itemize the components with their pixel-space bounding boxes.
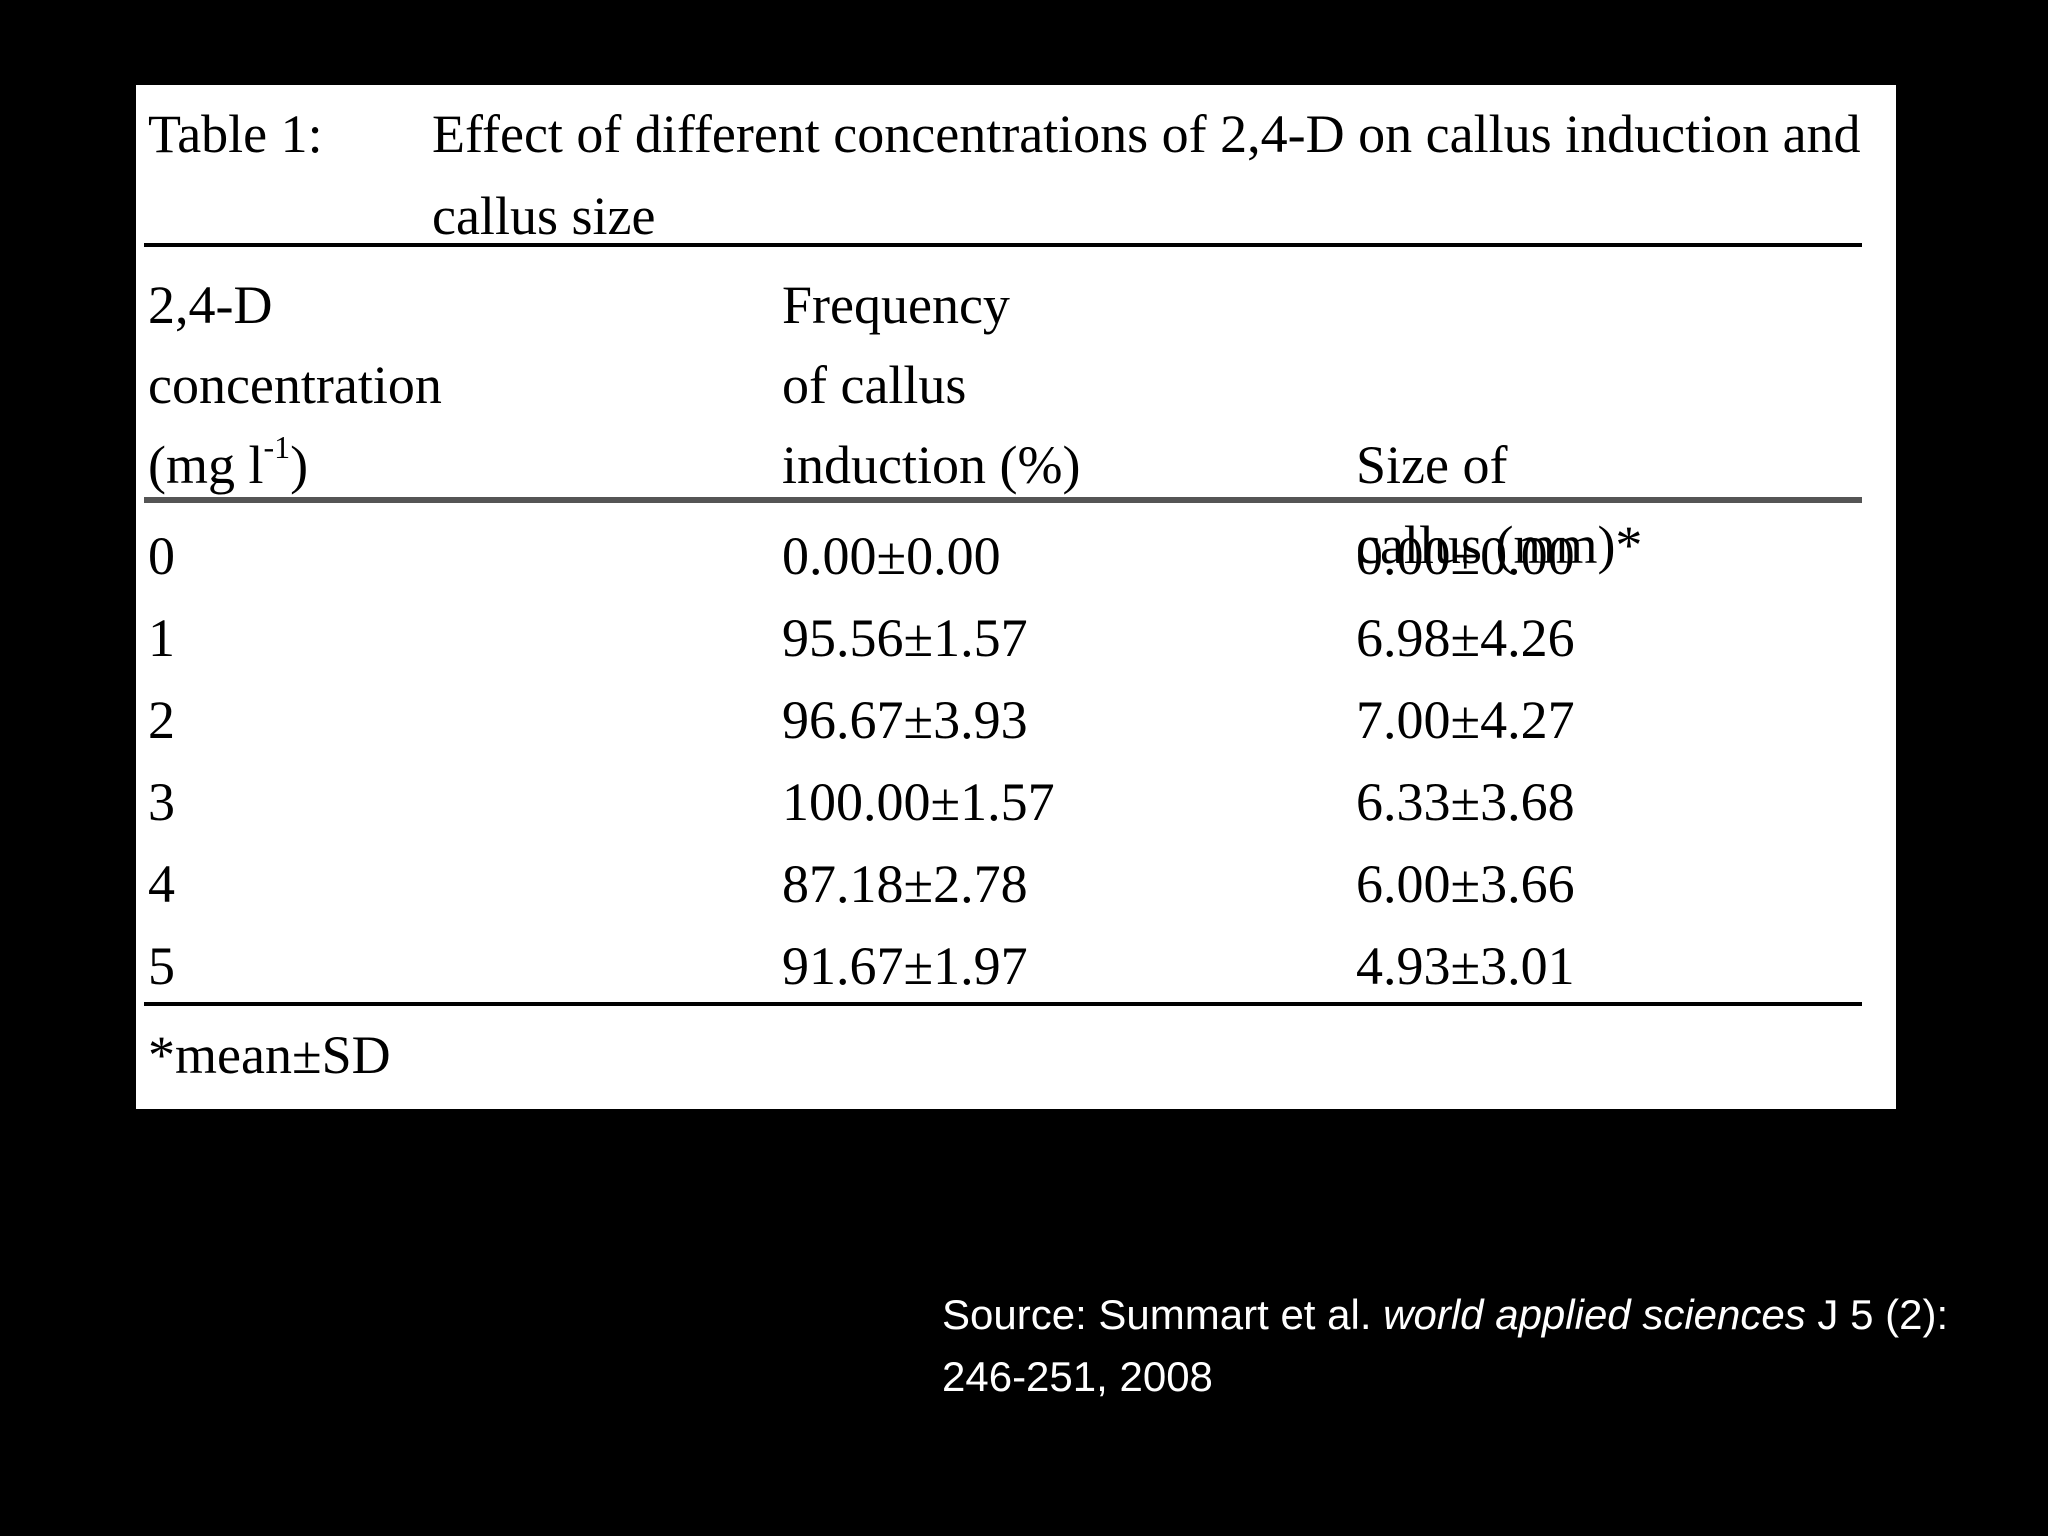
table-row: 5 91.67±1.97 4.93±3.01 bbox=[136, 925, 1896, 1007]
header-concentration: 2,4-D concentration (mg l-1) bbox=[148, 265, 442, 505]
cell-size: 6.00±3.66 bbox=[1356, 854, 1575, 914]
cell-size: 7.00±4.27 bbox=[1356, 690, 1575, 750]
header-frequency: Frequency of callus induction (%) bbox=[782, 265, 1080, 505]
header-size: Size of callus (mm)* bbox=[1356, 425, 1642, 585]
bottom-rule bbox=[144, 1002, 1862, 1006]
unit-exponent: -1 bbox=[263, 429, 291, 465]
header-size-line-1: Size of bbox=[1356, 435, 1508, 495]
header-rule bbox=[144, 497, 1862, 503]
table-label: Table 1: bbox=[148, 104, 323, 164]
top-rule bbox=[144, 243, 1862, 247]
table-row: 4 87.18±2.78 6.00±3.66 bbox=[136, 843, 1896, 925]
cell-frequency: 96.67±3.93 bbox=[782, 690, 1028, 750]
header-concentration-line-2: concentration bbox=[148, 355, 442, 415]
unit-text: (mg l bbox=[148, 435, 264, 495]
table-title: Effect of different concentrations of 2,… bbox=[432, 104, 1861, 246]
source-suffix: J 5 (2): 246-251, 2008 bbox=[942, 1291, 1949, 1400]
header-frequency-line-2: of callus bbox=[782, 355, 967, 415]
cell-size: 6.33±3.68 bbox=[1356, 772, 1575, 832]
cell-frequency: 91.67±1.97 bbox=[782, 936, 1028, 996]
data-table-card: Table 1: Effect of different concentrati… bbox=[136, 85, 1896, 1109]
header-size-line-2: callus (mm)* bbox=[1356, 515, 1643, 575]
cell-concentration: 3 bbox=[148, 772, 175, 832]
cell-concentration: 5 bbox=[148, 936, 175, 996]
source-citation: Source: Summart et al. world applied sci… bbox=[942, 1284, 2002, 1408]
header-concentration-line-1: 2,4-D bbox=[148, 275, 273, 335]
cell-frequency: 87.18±2.78 bbox=[782, 854, 1028, 914]
header-frequency-line-3: induction (%) bbox=[782, 435, 1081, 495]
cell-concentration: 1 bbox=[148, 608, 175, 668]
cell-size: 6.98±4.26 bbox=[1356, 608, 1575, 668]
table-row: 3 100.00±1.57 6.33±3.68 bbox=[136, 761, 1896, 843]
cell-concentration: 2 bbox=[148, 690, 175, 750]
table-row: 2 96.67±3.93 7.00±4.27 bbox=[136, 679, 1896, 761]
source-prefix: Source: Summart et al. bbox=[942, 1291, 1372, 1338]
cell-frequency: 95.56±1.57 bbox=[782, 608, 1028, 668]
table-body: 0 0.00±0.00 0.00±0.00 1 95.56±1.57 6.98±… bbox=[136, 515, 1896, 1007]
source-journal: world applied sciences bbox=[1383, 1291, 1806, 1338]
table-row: 1 95.56±1.57 6.98±4.26 bbox=[136, 597, 1896, 679]
header-frequency-line-1: Frequency bbox=[782, 275, 1010, 335]
cell-frequency: 0.00±0.00 bbox=[782, 526, 1001, 586]
cell-concentration: 0 bbox=[148, 526, 175, 586]
table-footnote: *mean±SD bbox=[148, 1025, 391, 1085]
cell-concentration: 4 bbox=[148, 854, 175, 914]
cell-frequency: 100.00±1.57 bbox=[782, 772, 1055, 832]
cell-size: 0.00±0.00 bbox=[1356, 526, 1575, 586]
table-row: 0 0.00±0.00 0.00±0.00 bbox=[136, 515, 1896, 597]
header-concentration-line-3: (mg l-1) bbox=[148, 425, 442, 505]
unit-close: ) bbox=[290, 435, 309, 495]
cell-size: 4.93±3.01 bbox=[1356, 936, 1575, 996]
